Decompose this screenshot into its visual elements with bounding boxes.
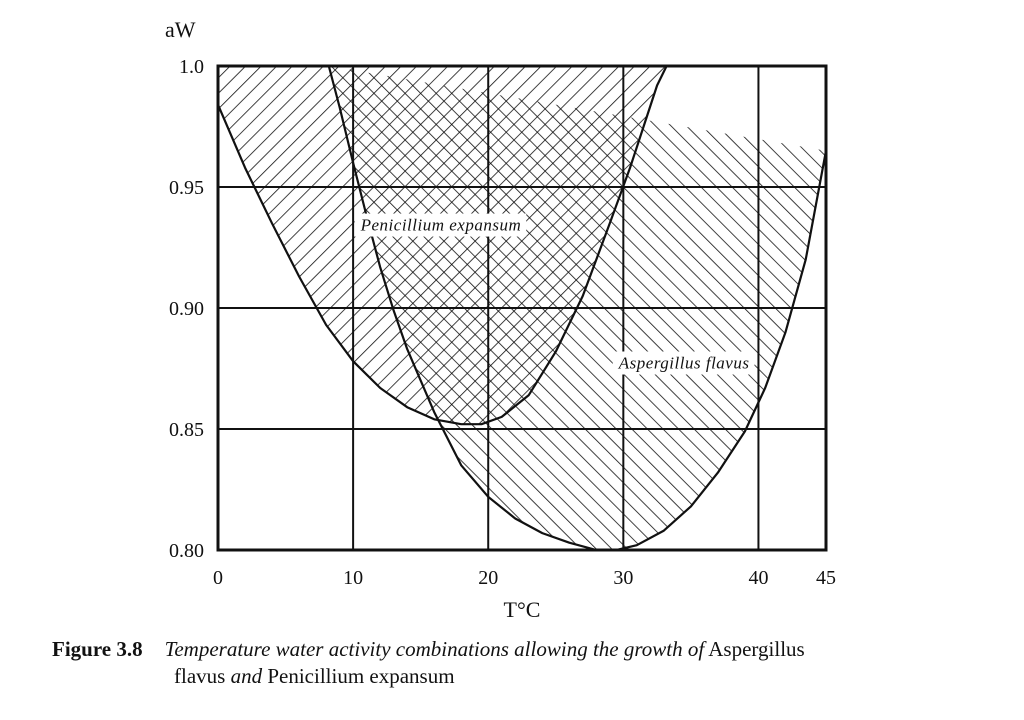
x-tick-label: 10 <box>343 567 363 589</box>
caption-and: and <box>230 664 263 688</box>
x-axis-title: T°C <box>504 597 541 622</box>
plot-frame <box>216 64 828 552</box>
y-tick-label: 1.0 <box>179 56 204 78</box>
x-tick-label: 30 <box>613 567 633 589</box>
y-tick-label: 0.95 <box>169 177 204 199</box>
caption-species-1b: flavus <box>174 664 226 688</box>
water-activity-chart: 0 10 20 30 40 45 0.80 0.85 0.90 0.95 1.0 Penicill… <box>165 17 836 622</box>
y-tick-label: 0.80 <box>169 540 204 562</box>
figure-caption: Figure 3.8 Temperature water activity com… <box>52 636 952 690</box>
series-label: Aspergillus flavus <box>618 354 750 373</box>
y-tick-label: 0.90 <box>169 298 204 320</box>
y-axis-title: aW <box>165 17 196 42</box>
figure-number: Figure 3.8 <box>52 637 143 661</box>
series-boundary-2 <box>327 66 826 550</box>
x-tick-label: 20 <box>478 567 498 589</box>
x-tick-label: 0 <box>213 567 223 589</box>
series-label: Penicillium expansum <box>360 216 522 235</box>
x-tick-label: 40 <box>748 567 768 589</box>
x-tick-label: 45 <box>816 567 836 589</box>
series-label-group-1: Penicillium expansum <box>354 213 527 237</box>
caption-text-1: Temperature water activity combinations … <box>164 637 705 661</box>
series-label-background <box>612 351 755 375</box>
y-tick-label: 0.85 <box>169 419 204 441</box>
caption-species-1a: Aspergillus <box>708 637 805 661</box>
caption-species-2: Penicillium expansum <box>267 664 455 688</box>
series-label-group-2: Aspergillus flavus <box>612 351 755 375</box>
series-label-background <box>354 213 527 237</box>
